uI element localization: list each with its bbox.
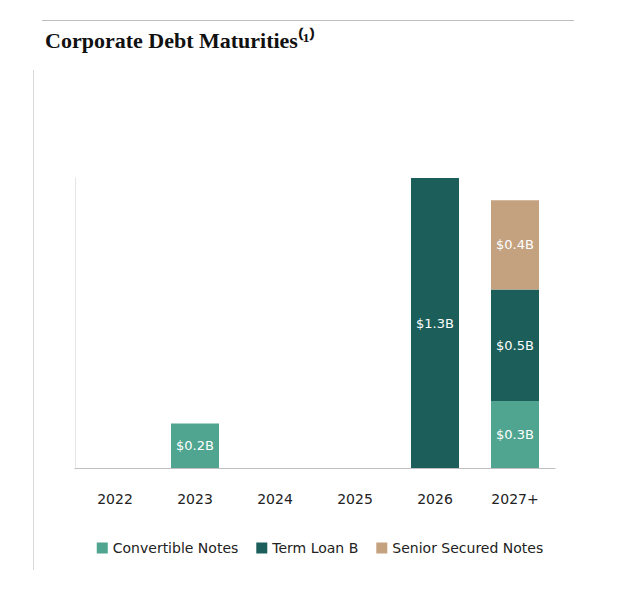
svg-text:$0.4B: $0.4B [496, 237, 534, 252]
svg-text:Senior Secured Notes: Senior Secured Notes [392, 540, 543, 556]
svg-text:2027+: 2027+ [491, 491, 538, 507]
svg-text:2023: 2023 [177, 491, 213, 507]
svg-text:2024: 2024 [257, 491, 293, 507]
svg-text:$1.3B: $1.3B [416, 316, 454, 331]
svg-text:$0.3B: $0.3B [496, 427, 534, 442]
svg-text:Convertible Notes: Convertible Notes [113, 540, 239, 556]
svg-text:$0.2B: $0.2B [176, 438, 214, 453]
svg-text:2026: 2026 [417, 491, 453, 507]
svg-text:2022: 2022 [97, 491, 133, 507]
svg-text:Term Loan B: Term Loan B [271, 540, 358, 556]
svg-text:$0.5B: $0.5B [496, 338, 534, 353]
svg-text:2025: 2025 [337, 491, 373, 507]
svg-text:Corporate Debt Maturities⁽¹⁾: Corporate Debt Maturities⁽¹⁾ [45, 27, 315, 53]
